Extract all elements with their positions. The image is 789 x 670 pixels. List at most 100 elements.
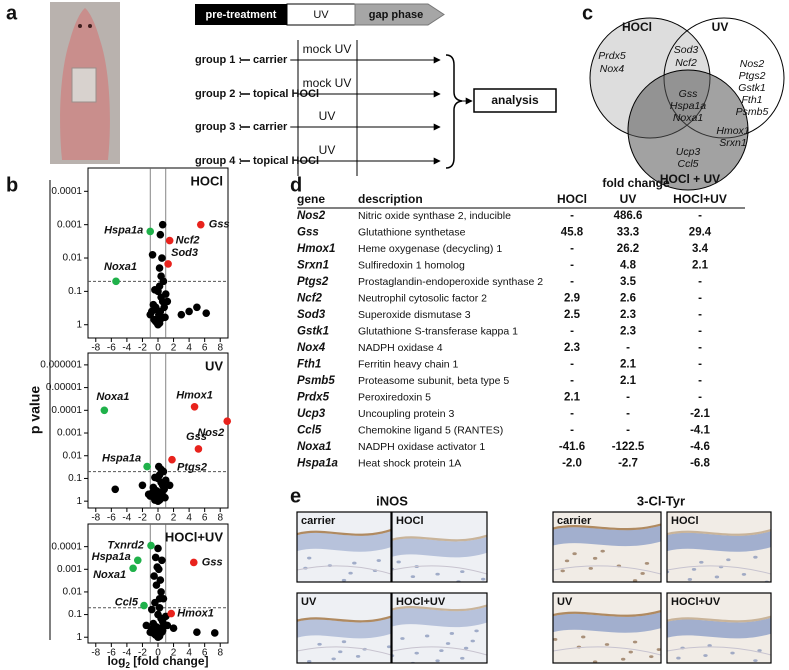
nucleus xyxy=(348,571,353,575)
nucleus xyxy=(307,556,312,560)
point xyxy=(223,417,232,425)
nucleus xyxy=(376,559,381,562)
nucleus xyxy=(435,659,440,663)
x-axis-label-part: log xyxy=(107,654,125,668)
nucleus xyxy=(753,659,758,662)
table-cell: 29.4 xyxy=(689,227,712,239)
column-header: HOCl xyxy=(557,192,587,206)
group-treatment: carrier xyxy=(253,54,288,66)
point xyxy=(100,406,109,415)
nucleus xyxy=(676,656,681,660)
x-tick-label: -4 xyxy=(122,513,131,524)
table-cell: Noxa1 xyxy=(297,441,332,453)
y-tick-label: 0.00001 xyxy=(46,382,83,393)
table-cell: 3.5 xyxy=(620,276,637,288)
micrograph xyxy=(667,593,771,669)
table-cell: Hmox1 xyxy=(297,243,335,255)
condition-label: HOCl xyxy=(671,515,699,527)
point xyxy=(111,485,120,494)
timeline-pre xyxy=(195,4,287,25)
table-cell: 2.1 xyxy=(620,359,637,371)
micrograph xyxy=(667,512,771,582)
micrograph xyxy=(297,512,391,582)
nucleus xyxy=(352,561,357,565)
table-cell: - xyxy=(698,210,702,222)
point-label: Ptgs2 xyxy=(177,462,207,474)
x-tick-label: -8 xyxy=(91,343,100,354)
condition-label: UV xyxy=(301,596,317,608)
micrograph xyxy=(297,593,391,663)
point-label: Gss xyxy=(202,556,223,568)
y-tick-label: 0.001 xyxy=(57,564,82,575)
nucleus xyxy=(450,587,454,590)
nucleus xyxy=(707,644,712,647)
group-treatment: carrier xyxy=(253,121,288,133)
epidermis xyxy=(667,617,771,639)
nucleus xyxy=(560,569,565,573)
table-cell: -2.1 xyxy=(690,408,710,420)
plot-title: HOCl+UV xyxy=(165,529,223,544)
column-header: UV xyxy=(620,192,637,206)
panel-label: a xyxy=(6,2,18,24)
epidermis xyxy=(392,536,487,558)
table-cell: -122.5 xyxy=(612,441,645,453)
table-cell: Ferritin heavy chain 1 xyxy=(358,358,459,370)
nucleus xyxy=(572,552,577,556)
point xyxy=(140,601,148,610)
fiber xyxy=(553,565,661,575)
condition-label: HOCl+UV xyxy=(396,596,446,608)
point xyxy=(142,621,151,630)
x-tick-label: -2 xyxy=(138,648,147,659)
nucleus xyxy=(474,629,479,633)
x-axis-label-part: 2 xyxy=(125,661,130,670)
point xyxy=(150,572,158,580)
point xyxy=(151,496,159,504)
table-cell: Neutrophil cytosolic factor 2 xyxy=(358,292,487,304)
epidermis xyxy=(297,617,391,639)
nucleus xyxy=(331,657,336,661)
nucleus xyxy=(449,632,455,635)
nucleus xyxy=(460,656,465,660)
venn-gene: Ptgs2 xyxy=(739,70,766,82)
x-tick-label: 4 xyxy=(186,648,192,659)
table-cell: - xyxy=(626,408,630,420)
nucleus xyxy=(629,589,633,592)
venn-gene: Ucp3 xyxy=(676,146,701,158)
point xyxy=(185,307,193,316)
micrograph-frame xyxy=(552,592,662,664)
venn-gene: Hspa1a xyxy=(670,100,706,112)
nucleus xyxy=(644,561,650,565)
table-cell: - xyxy=(626,425,630,437)
y-tick-label: 1 xyxy=(76,319,82,330)
point xyxy=(164,260,172,268)
table-cell: 2.9 xyxy=(564,293,580,305)
nucleus xyxy=(649,655,654,659)
point xyxy=(163,621,172,630)
table-cell: 486.6 xyxy=(614,210,643,222)
x-tick-label: -4 xyxy=(122,648,131,659)
table-cell: Glutathione synthetase xyxy=(358,226,466,238)
nucleus xyxy=(592,556,598,560)
nucleus xyxy=(628,650,633,654)
y-tick-label: 0.1 xyxy=(68,609,82,620)
point xyxy=(158,556,166,565)
nucleus xyxy=(691,567,697,571)
panel-label: e xyxy=(290,485,301,507)
nucleus xyxy=(645,665,649,668)
micrograph-frame xyxy=(552,511,662,583)
table-cell: Gstk1 xyxy=(297,326,329,338)
venn-gene: Ncf2 xyxy=(675,57,697,69)
nucleus xyxy=(746,666,750,669)
column-header: HOCl+UV xyxy=(673,192,727,206)
point xyxy=(155,594,164,603)
point xyxy=(168,455,176,464)
epidermis xyxy=(392,606,487,628)
table-cell: 4.8 xyxy=(620,260,637,272)
group-treatment: topical HOCl xyxy=(253,88,319,100)
table-cell: - xyxy=(626,392,630,404)
venn-set: HOCl xyxy=(622,20,652,34)
brace xyxy=(445,54,463,169)
point xyxy=(193,628,201,636)
table-cell: Ccl5 xyxy=(297,425,322,437)
y-tick-label: 0.001 xyxy=(57,428,82,439)
